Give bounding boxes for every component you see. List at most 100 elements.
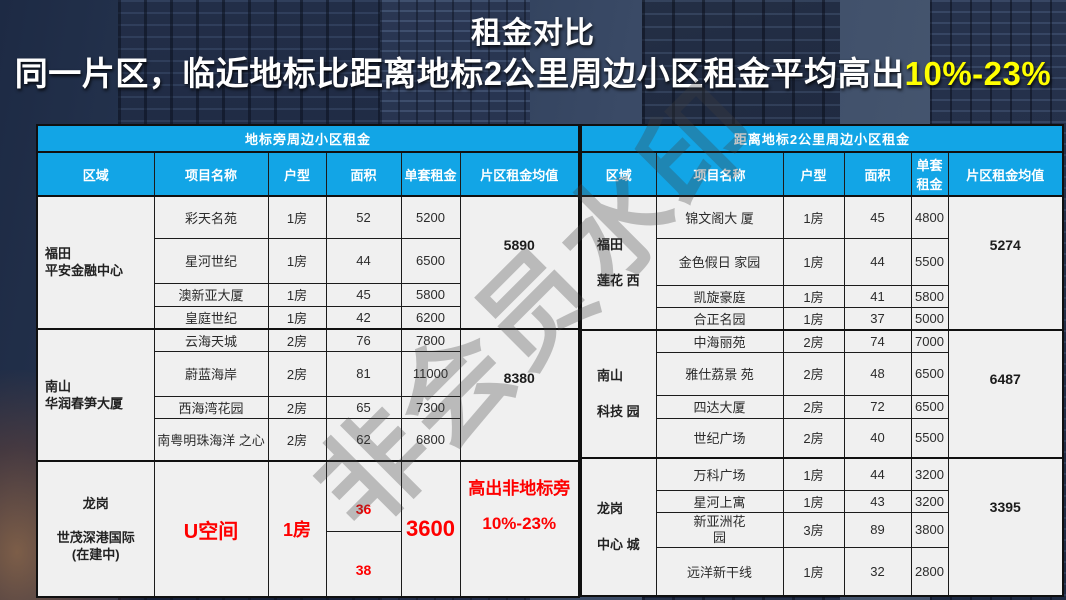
col-header-region: 区域 bbox=[36, 151, 155, 197]
project-cell: 新亚洲花 园 bbox=[655, 511, 784, 548]
avg-cell: 5274 bbox=[947, 195, 1064, 330]
rent-cell: 11000 bbox=[400, 350, 461, 397]
col-header-project: 项目名称 bbox=[153, 151, 269, 197]
project-cell: 澳新亚大厦 bbox=[153, 282, 269, 307]
rent-cell: 5500 bbox=[910, 237, 949, 286]
type-cell: 2房 bbox=[267, 417, 327, 462]
header-row: 区域 项目名称 户型 面积 单套租金 片区租金均值 bbox=[580, 151, 1064, 197]
table-row: 南山 科技 园 中海丽苑 2房 74 7000 6487 bbox=[580, 328, 1064, 459]
project-cell: 四达大厦 bbox=[655, 394, 784, 419]
table-row: 澳新亚大厦 1房 45 5800 bbox=[37, 282, 579, 307]
type-cell: 1房 bbox=[782, 306, 845, 330]
project-cell: 西海湾花园 bbox=[153, 395, 269, 419]
col-header-project: 项目名称 bbox=[655, 151, 784, 197]
col-header-region: 区域 bbox=[580, 151, 657, 197]
rent-cell: 5200 bbox=[400, 195, 461, 239]
table-row: 凯旋豪庭 1房 41 5800 bbox=[581, 284, 1063, 308]
area-cell: 74 bbox=[843, 328, 912, 353]
type-cell: 1房 bbox=[267, 237, 327, 284]
region-cell: 龙岗 世茂深港国际 (在建中) bbox=[36, 460, 155, 598]
type-cell: 3房 bbox=[782, 511, 845, 548]
rent-cell: 6200 bbox=[400, 305, 461, 329]
project-cell: 星河上寓 bbox=[655, 489, 784, 513]
rent-cell: 5800 bbox=[910, 284, 949, 308]
table-row: 雅仕荔景 苑 2房 48 6500 bbox=[581, 351, 1063, 396]
col-header-area: 面积 bbox=[325, 151, 402, 197]
type-cell: 1房 bbox=[267, 460, 327, 598]
col-header-type: 户型 bbox=[782, 151, 845, 197]
table-row: 世纪广场 2房 40 5500 bbox=[581, 417, 1063, 459]
area-cell: 62 bbox=[325, 417, 402, 462]
area-cell: 76 bbox=[325, 327, 402, 352]
slide-title: 租金对比 bbox=[471, 17, 595, 50]
table-title-row: 地标旁周边小区租金 bbox=[36, 124, 580, 153]
area-cell: 40 bbox=[843, 417, 912, 459]
table-row: 龙岗 世茂深港国际 (在建中) U空间 1房 36 3600 高出非地标旁 10… bbox=[36, 460, 580, 598]
landmark-rent-table: 地标旁周边小区租金 区域 项目名称 户型 面积 单套租金 片区租金均值 福田 平… bbox=[36, 124, 580, 598]
rent-cell: 5500 bbox=[910, 417, 949, 459]
project-cell: 凯旋豪庭 bbox=[655, 284, 784, 308]
project-cell: 中海丽苑 bbox=[655, 328, 784, 353]
project-cell: 金色假日 家园 bbox=[655, 237, 784, 286]
type-cell: 1房 bbox=[267, 195, 327, 239]
type-cell: 1房 bbox=[267, 305, 327, 329]
area-cell: 81 bbox=[325, 350, 402, 397]
rent-cell: 3600 bbox=[400, 460, 461, 598]
type-cell: 2房 bbox=[782, 351, 845, 396]
area-cell: 32 bbox=[843, 546, 912, 597]
type-cell: 1房 bbox=[267, 282, 327, 307]
type-cell: 2房 bbox=[782, 328, 845, 353]
area-cell: 43 bbox=[843, 489, 912, 513]
tables-container: 地标旁周边小区租金 区域 项目名称 户型 面积 单套租金 片区租金均值 福田 平… bbox=[36, 124, 1064, 598]
rent-cell: 5000 bbox=[910, 306, 949, 330]
avg-cell: 3395 bbox=[947, 457, 1064, 597]
project-cell: 星河世纪 bbox=[153, 237, 269, 284]
area-cell: 38 bbox=[325, 530, 402, 598]
area-cell: 45 bbox=[843, 195, 912, 239]
area-cell: 45 bbox=[325, 282, 402, 307]
rent-cell: 3200 bbox=[910, 457, 949, 491]
table-title-row: 距离地标2公里周边小区租金 bbox=[580, 124, 1064, 153]
area-cell: 44 bbox=[325, 237, 402, 284]
rent-cell: 3200 bbox=[910, 489, 949, 513]
table-row: 龙岗 中心 城 万科广场 1房 44 3200 3395 bbox=[580, 457, 1064, 597]
distant-rent-table: 距离地标2公里周边小区租金 区域 项目名称 户型 面积 单套租金 片区租金均值 … bbox=[580, 124, 1064, 597]
project-cell: 雅仕荔景 苑 bbox=[655, 351, 784, 396]
rent-cell: 6800 bbox=[400, 417, 461, 462]
type-cell: 1房 bbox=[782, 237, 845, 286]
type-cell: 2房 bbox=[782, 417, 845, 459]
project-cell: 万科广场 bbox=[655, 457, 784, 491]
rent-cell: 6500 bbox=[910, 394, 949, 419]
rent-cell: 6500 bbox=[910, 351, 949, 396]
project-cell: 远洋新干线 bbox=[655, 546, 784, 597]
type-cell: 1房 bbox=[782, 195, 845, 239]
table-row: 西海湾花园 2房 65 7300 bbox=[37, 395, 579, 419]
table-row: 福田 平安金融中心 彩天名苑 1房 52 5200 5890 bbox=[36, 195, 580, 329]
table-row: 38 bbox=[37, 530, 579, 598]
area-cell: 44 bbox=[843, 457, 912, 491]
col-header-avg: 片区租金均值 bbox=[947, 151, 1064, 197]
region-cell: 南山 科技 园 bbox=[580, 328, 657, 459]
title-block: 租金对比 同一片区，临近地标比距离地标2公里周边小区租金平均高出10%-23% bbox=[0, 16, 1066, 96]
project-cell: 合正名园 bbox=[655, 306, 784, 330]
region-cell: 福田 莲花 西 bbox=[580, 195, 657, 330]
col-header-rent: 单套租金 bbox=[910, 151, 949, 197]
project-cell: 皇庭世纪 bbox=[153, 305, 269, 329]
note-cell: 高出非地标旁 10%-23% bbox=[459, 460, 580, 598]
table-row: 合正名园 1房 37 5000 bbox=[581, 306, 1063, 330]
project-cell: 彩天名苑 bbox=[153, 195, 269, 239]
table-row: 新亚洲花 园 3房 89 3800 bbox=[581, 511, 1063, 548]
note-line1: 高出非地标旁 bbox=[468, 479, 571, 498]
table-row: 金色假日 家园 1房 44 5500 bbox=[581, 237, 1063, 286]
area-cell: 36 bbox=[325, 460, 402, 532]
avg-cell: 8380 bbox=[459, 327, 580, 462]
rent-cell: 7000 bbox=[910, 328, 949, 353]
area-cell: 44 bbox=[843, 237, 912, 286]
type-cell: 1房 bbox=[782, 284, 845, 308]
table-row: 星河上寓 1房 43 3200 bbox=[581, 489, 1063, 513]
subtitle-text: 同一片区，临近地标比距离地标2公里周边小区租金平均高出 bbox=[14, 55, 905, 92]
project-cell: U空间 bbox=[153, 460, 269, 598]
slide-subtitle: 同一片区，临近地标比距离地标2公里周边小区租金平均高出10%-23% bbox=[0, 52, 1066, 96]
col-header-type: 户型 bbox=[267, 151, 327, 197]
header-row: 区域 项目名称 户型 面积 单套租金 片区租金均值 bbox=[36, 151, 580, 197]
